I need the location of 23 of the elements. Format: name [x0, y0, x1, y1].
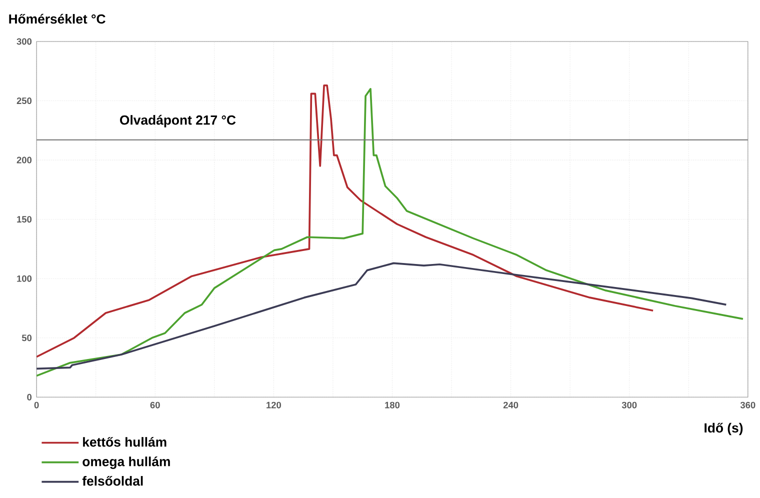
- x-tick-label: 360: [740, 402, 756, 408]
- x-tick-label: 120: [266, 402, 281, 408]
- x-tick-label: 180: [385, 402, 400, 408]
- y-tick-label: 50: [22, 334, 32, 342]
- y-tick-label: 100: [17, 275, 32, 282]
- x-tick-label: 60: [150, 402, 160, 408]
- y-tick-label: 250: [16, 98, 32, 104]
- x-tick-label: 240: [503, 402, 518, 408]
- line-series: [36, 88, 744, 377]
- ref-line-label: Olvadápont 217 °C: [120, 114, 236, 128]
- line-series: [36, 84, 654, 358]
- y-axis-title: Hőmérséklet °C: [9, 14, 106, 24]
- legend-label: felsőoldal: [82, 476, 143, 486]
- y-tick-label: 0: [27, 394, 32, 400]
- y-tick-label: 200: [16, 156, 32, 164]
- x-tick-label: 300: [622, 402, 637, 408]
- line-series: [36, 262, 728, 370]
- x-axis-title: Idő (s): [704, 422, 743, 436]
- y-tick-label: 150: [17, 216, 32, 223]
- x-tick-label: 0: [34, 402, 39, 408]
- legend-label: kettős hullám: [83, 436, 166, 447]
- y-tick-label: 300: [16, 38, 32, 45]
- legend-label: omega hullám: [82, 456, 170, 469]
